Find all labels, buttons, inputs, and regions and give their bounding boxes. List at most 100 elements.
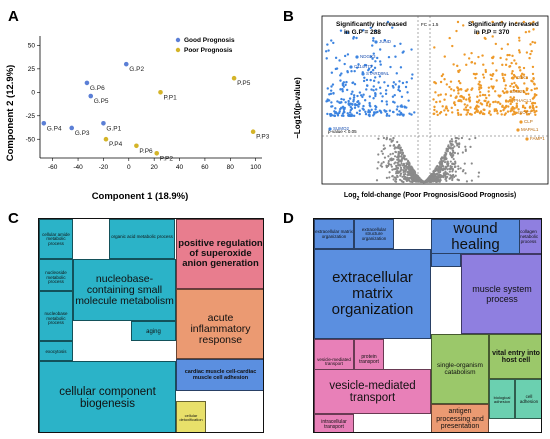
volcano-point-gp xyxy=(325,57,328,60)
volcano-point-pp xyxy=(457,69,460,73)
volcano-point-ns xyxy=(453,151,457,154)
volcano-point-pp xyxy=(520,74,523,77)
volcano-point-pp xyxy=(450,87,453,91)
volcano-point-ns xyxy=(437,171,441,174)
volcano-point-pp xyxy=(433,46,436,49)
volcano-point-gp xyxy=(358,102,361,105)
volcano-point-pp xyxy=(435,110,438,113)
volcano-point-gp xyxy=(392,81,396,84)
volcano-point-pp xyxy=(532,76,535,80)
treemap-d: extracellular matrix organization extrace… xyxy=(313,218,542,433)
volcano-point-pp xyxy=(478,80,481,84)
volcano-point-gp xyxy=(366,84,369,87)
volcano-point-ns xyxy=(383,156,387,159)
volcano-point-gp xyxy=(365,88,368,91)
volcano-point-ns xyxy=(446,149,449,152)
volcano-point-pp xyxy=(503,107,506,110)
volcano-point-ns xyxy=(439,162,442,166)
poor-prognosis-point-label: P.P6 xyxy=(139,148,153,155)
volcano-point-pp xyxy=(519,69,522,72)
volcano-point-ns xyxy=(396,169,399,172)
volcano-point-pp xyxy=(501,72,504,76)
volcano-point-ns xyxy=(387,161,390,165)
volcano-point-pp xyxy=(525,88,529,92)
volcano-point-pp xyxy=(455,29,458,33)
volcano-point-gp xyxy=(338,59,341,62)
volcano-point-ns xyxy=(408,179,411,182)
volcano-point-pp xyxy=(515,76,519,80)
volcano-point-gp xyxy=(348,111,352,114)
treemap-c-term-label: cardiac muscle cell-cardiac muscle cell … xyxy=(184,368,257,381)
volcano-point-gp xyxy=(410,113,413,116)
volcano-point-pp xyxy=(481,93,485,97)
volcano-point-ns xyxy=(435,168,438,171)
volcano-point-ns xyxy=(456,144,459,147)
volcano-point-pp xyxy=(459,81,462,85)
volcano-point-ns xyxy=(432,178,436,181)
volcano-point-pp xyxy=(504,112,507,115)
volcano-point-ns xyxy=(456,142,459,146)
volcano-point-pp xyxy=(465,113,468,116)
volcano-point-pp xyxy=(473,62,477,65)
legend-label: Good Prognosis xyxy=(184,37,235,44)
volcano-point-ns xyxy=(392,137,395,140)
volcano-point-ns xyxy=(442,167,445,170)
volcano-point-gp xyxy=(391,84,395,88)
volcano-point-ns xyxy=(449,142,452,145)
treemap-d-term-label: protein transport xyxy=(359,353,379,365)
treemap-d-term: biological adhesion xyxy=(489,379,515,419)
volcano-point-ns xyxy=(410,175,414,178)
volcano-point-ns xyxy=(448,146,451,149)
volcano-point-gp xyxy=(368,104,371,107)
volcano-point-gp xyxy=(370,88,373,91)
volcano-point-ns xyxy=(425,180,429,183)
volcano-point-gp xyxy=(398,80,401,83)
volcano-point-gp xyxy=(348,97,352,100)
volcano-point-gp xyxy=(385,100,388,103)
volcano-point-pp xyxy=(492,55,495,59)
volcano-gene-label: STARD9NL xyxy=(366,71,390,76)
volcano-point-pp xyxy=(482,76,486,79)
volcano-point-pp xyxy=(484,70,488,74)
volcano-point-pp xyxy=(481,73,485,76)
volcano-point-pp xyxy=(499,56,502,60)
volcano-point-ns xyxy=(382,161,385,164)
volcano-point-ns xyxy=(402,162,406,165)
volcano-point-pp xyxy=(507,105,510,108)
volcano-point-pp xyxy=(465,98,468,101)
volcano-point-ns xyxy=(398,171,401,174)
volcano-point-pp xyxy=(463,103,467,106)
volcano-point-pp xyxy=(513,75,517,78)
volcano-point-ns xyxy=(431,176,434,179)
volcano-point-ns xyxy=(459,167,462,170)
volcano-point-pp xyxy=(470,88,473,91)
volcano-point-gp xyxy=(361,107,364,110)
volcano-point-pp xyxy=(511,113,515,116)
volcano-point-ns xyxy=(436,177,439,180)
volcano-point-gp xyxy=(364,63,367,67)
volcano-point-pp xyxy=(533,41,537,44)
volcano-point-ns xyxy=(440,156,444,159)
volcano-point-ns xyxy=(381,152,384,155)
pca-y-axis-label: Component 2 (12.9%) xyxy=(5,65,16,162)
legend-label: Poor Prognosis xyxy=(184,47,233,54)
treemap-d-term: wound healing xyxy=(431,219,520,254)
volcano-point-gp xyxy=(391,26,394,29)
volcano-point-pp xyxy=(452,102,456,105)
volcano-point-ns xyxy=(382,136,386,140)
volcano-point-gp xyxy=(371,57,374,60)
volcano-frame xyxy=(321,15,549,185)
volcano-point-ns xyxy=(395,172,398,175)
treemap-d-term: cell adhesion xyxy=(515,379,541,419)
volcano-point-gp xyxy=(340,97,343,101)
volcano-point-pp xyxy=(509,96,512,99)
volcano-point-pp xyxy=(525,51,529,54)
volcano-point-pp xyxy=(502,76,505,80)
volcano-point-ns xyxy=(397,152,401,155)
volcano-point-pp xyxy=(491,74,494,77)
volcano-point-gp xyxy=(367,69,370,72)
volcano-point-gp xyxy=(393,93,396,97)
good-prognosis-point xyxy=(69,125,75,131)
volcano-point-pp xyxy=(520,76,524,80)
volcano-point-gp xyxy=(334,67,338,71)
